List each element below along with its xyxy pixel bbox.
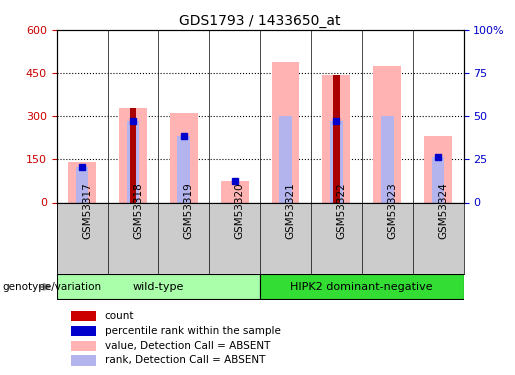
Text: GSM53323: GSM53323 <box>387 183 397 239</box>
Bar <box>271 62 300 202</box>
Bar <box>76 166 89 202</box>
Title: GDS1793 / 1433650_at: GDS1793 / 1433650_at <box>179 13 341 28</box>
Text: GSM53324: GSM53324 <box>438 183 448 239</box>
Text: GSM53318: GSM53318 <box>133 183 143 239</box>
Bar <box>333 75 340 202</box>
Text: GSM53321: GSM53321 <box>285 183 296 239</box>
Bar <box>130 108 136 202</box>
Text: count: count <box>105 311 134 321</box>
Bar <box>330 121 342 202</box>
Bar <box>322 75 350 202</box>
Text: GSM53317: GSM53317 <box>82 183 92 239</box>
Bar <box>373 66 401 203</box>
Bar <box>432 156 444 203</box>
Text: rank, Detection Call = ABSENT: rank, Detection Call = ABSENT <box>105 356 265 366</box>
Bar <box>127 121 139 202</box>
Text: percentile rank within the sample: percentile rank within the sample <box>105 326 281 336</box>
Text: genotype/variation: genotype/variation <box>3 282 101 292</box>
Bar <box>68 162 96 202</box>
Text: wild-type: wild-type <box>133 282 184 292</box>
Bar <box>424 136 452 202</box>
Text: GSM53319: GSM53319 <box>184 183 194 239</box>
Bar <box>279 116 292 202</box>
Bar <box>72 340 96 351</box>
Text: value, Detection Call = ABSENT: value, Detection Call = ABSENT <box>105 340 270 351</box>
Bar <box>119 108 147 202</box>
Text: GSM53320: GSM53320 <box>235 183 245 239</box>
Bar <box>72 311 96 321</box>
FancyBboxPatch shape <box>260 274 464 300</box>
Bar <box>170 113 198 202</box>
Bar <box>381 116 393 202</box>
FancyBboxPatch shape <box>57 274 260 300</box>
Bar <box>220 181 249 203</box>
Bar <box>72 326 96 336</box>
Text: HIPK2 dominant-negative: HIPK2 dominant-negative <box>290 282 433 292</box>
Bar <box>72 356 96 366</box>
Text: GSM53322: GSM53322 <box>336 183 347 239</box>
Bar <box>178 136 190 202</box>
